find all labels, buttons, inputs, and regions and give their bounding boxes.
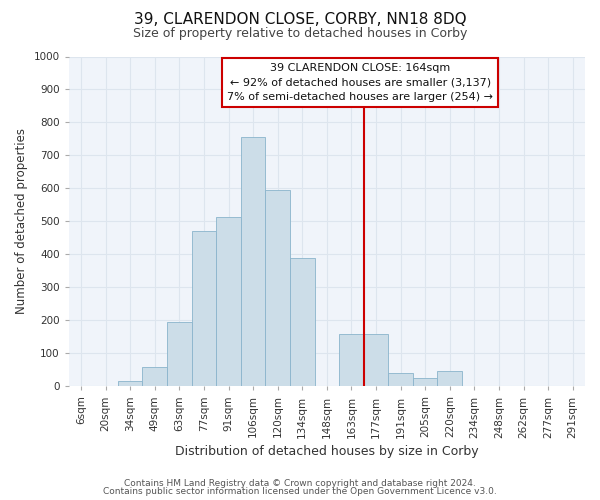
Bar — [364, 334, 388, 386]
Bar — [437, 371, 462, 386]
Text: 39 CLARENDON CLOSE: 164sqm
← 92% of detached houses are smaller (3,137)
7% of se: 39 CLARENDON CLOSE: 164sqm ← 92% of deta… — [227, 63, 493, 102]
Bar — [142, 366, 167, 386]
Bar — [290, 258, 314, 386]
Text: Contains HM Land Registry data © Crown copyright and database right 2024.: Contains HM Land Registry data © Crown c… — [124, 478, 476, 488]
Bar — [388, 372, 413, 386]
Bar — [216, 216, 241, 386]
Bar — [167, 322, 191, 386]
Bar — [339, 334, 364, 386]
Text: Size of property relative to detached houses in Corby: Size of property relative to detached ho… — [133, 28, 467, 40]
Text: Contains public sector information licensed under the Open Government Licence v3: Contains public sector information licen… — [103, 487, 497, 496]
Bar — [118, 382, 142, 386]
Bar — [413, 378, 437, 386]
Bar — [241, 138, 265, 386]
Text: 39, CLARENDON CLOSE, CORBY, NN18 8DQ: 39, CLARENDON CLOSE, CORBY, NN18 8DQ — [134, 12, 466, 28]
X-axis label: Distribution of detached houses by size in Corby: Distribution of detached houses by size … — [175, 444, 479, 458]
Bar — [191, 232, 216, 386]
Bar — [265, 190, 290, 386]
Y-axis label: Number of detached properties: Number of detached properties — [15, 128, 28, 314]
